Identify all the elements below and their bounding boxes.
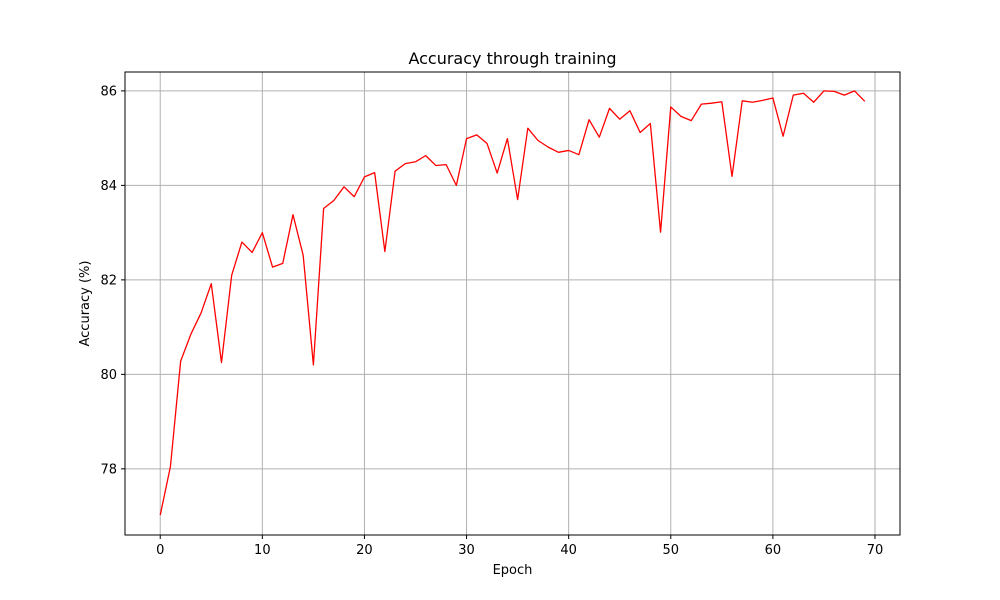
- x-tick-label: 50: [662, 543, 679, 558]
- y-tick-label: 80: [100, 368, 117, 383]
- x-tick-label: 20: [356, 543, 373, 558]
- ticks: 0 10 20 30 40 50 60 70 78 80 82 84 86: [100, 84, 883, 558]
- x-tick-label: 40: [560, 543, 577, 558]
- y-tick-label: 86: [100, 84, 117, 99]
- x-axis-label: Epoch: [493, 563, 533, 578]
- y-axis-label: Accuracy (%): [78, 261, 93, 347]
- grid: [125, 72, 900, 535]
- accuracy-series-line: [159, 90, 866, 516]
- x-tick-label: 10: [254, 543, 271, 558]
- x-tick-label: 70: [867, 543, 884, 558]
- series-layer: [159, 90, 866, 516]
- y-tick-label: 84: [100, 179, 117, 194]
- x-tick-label: 30: [458, 543, 475, 558]
- y-tick-label: 82: [100, 273, 117, 288]
- plot-frame: [124, 71, 901, 536]
- x-tick-label: 60: [765, 543, 782, 558]
- chart-title: Accuracy through training: [408, 49, 616, 68]
- y-tick-label: 78: [100, 462, 117, 477]
- x-tick-label: 0: [156, 543, 164, 558]
